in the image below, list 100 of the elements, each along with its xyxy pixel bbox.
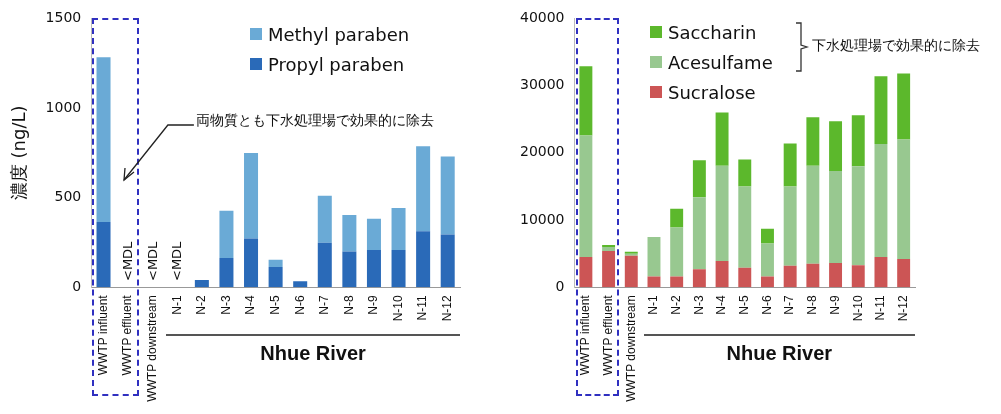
annotation: <MDL [169,241,185,282]
bar [806,165,820,264]
x-tick-label: N-7 [782,295,797,315]
bar [738,186,752,268]
bar [715,261,729,288]
x-tick-label: N-8 [805,295,820,315]
x-tick-label: N-4 [243,295,258,315]
x-tick-label: N-6 [292,295,307,315]
bar [391,250,406,288]
x-tick-label: N-11 [873,295,888,321]
bar [579,66,593,136]
bar [897,139,911,260]
x-tick-label: N-9 [366,295,381,315]
x-tick-label: N-10 [850,295,865,322]
bar [670,227,684,277]
y-tick-label: 10000 [519,210,565,227]
bar [317,195,332,243]
bar [851,166,865,266]
x-tick-label: WWTP downstream [145,295,159,402]
x-tick-label: WWTP effluent [120,294,135,376]
x-tick-label: WWTP influent [95,294,110,376]
bar [692,269,706,288]
x-tick-label: WWTP effluent [600,294,615,376]
bar [738,267,752,288]
legend-label: Sucralose [668,82,756,103]
bar [851,115,865,167]
bar [761,228,774,244]
bar [366,250,381,288]
bar [194,279,209,288]
x-tick-label: N-2 [668,295,683,315]
bar [96,57,111,222]
x-tick-label: N-10 [390,295,405,322]
x-tick-label: N-12 [440,295,455,322]
bar [244,238,259,288]
bar [783,186,797,266]
bar [416,231,431,288]
x-tick-label: N-4 [714,295,729,315]
text: Nhue River [725,342,834,365]
y-tick-label: 40000 [519,9,565,26]
bar [715,112,729,166]
bar [761,276,774,288]
bar [293,281,308,288]
bar [391,208,406,251]
x-tick-label: N-1 [169,295,184,315]
bar [874,257,888,288]
bar [692,160,706,198]
x-tick-label: N-7 [317,295,332,315]
bar [440,234,455,288]
bar [783,143,797,187]
x-tick-label: N-3 [218,295,233,315]
bar [851,265,865,288]
x-tick-label: N-9 [827,295,842,315]
y-tick-label: 1000 [45,98,82,115]
annotation: <MDL [144,241,160,282]
bar [96,221,111,288]
bar [602,246,616,252]
y-axis-title: 濃度 (ng/L) [8,105,30,201]
y-tick-label: 0 [555,277,565,294]
x-tick-label: N-5 [737,295,752,315]
bar [829,171,843,264]
x-tick-label: WWTP influent [578,294,593,376]
bar [268,266,283,288]
bar [670,276,684,288]
annotation: 両物質とも下水処理場で効果的に除去 [196,112,434,130]
legend-label: Saccharin [668,22,757,43]
bar [783,265,797,288]
bar [874,144,888,258]
bar [366,218,381,251]
y-tick-label: 20000 [519,143,565,160]
y-tick-label: 30000 [519,76,565,93]
bar [579,257,593,288]
bar [897,73,911,140]
x-tick-label: N-11 [415,295,430,321]
bar [624,255,638,288]
legend-label: Acesulfame [668,52,773,73]
bar [670,208,684,228]
bar [647,236,661,277]
annotation: <MDL [120,241,136,282]
bar [829,121,843,172]
y-tick-label: 0 [72,277,82,294]
bar [829,263,843,288]
bar [219,258,234,288]
legend-label: Propyl paraben [268,54,405,75]
bar [579,135,593,258]
bar [761,243,774,277]
x-tick-label: WWTP downstream [623,295,638,402]
bar [692,197,706,270]
y-tick-label: 1500 [45,9,82,26]
text: Nhue River [259,342,367,365]
legend-label: Methyl paraben [268,24,410,45]
bar [268,259,283,267]
bar [715,165,729,262]
bar [738,159,752,187]
bar [602,251,616,288]
bar [440,156,455,235]
x-tick-label: N-1 [646,295,661,315]
bar [219,210,234,259]
x-tick-label: N-2 [194,295,209,315]
bar [342,215,357,252]
annotation: 下水処理場で効果的に除去 [812,37,980,55]
